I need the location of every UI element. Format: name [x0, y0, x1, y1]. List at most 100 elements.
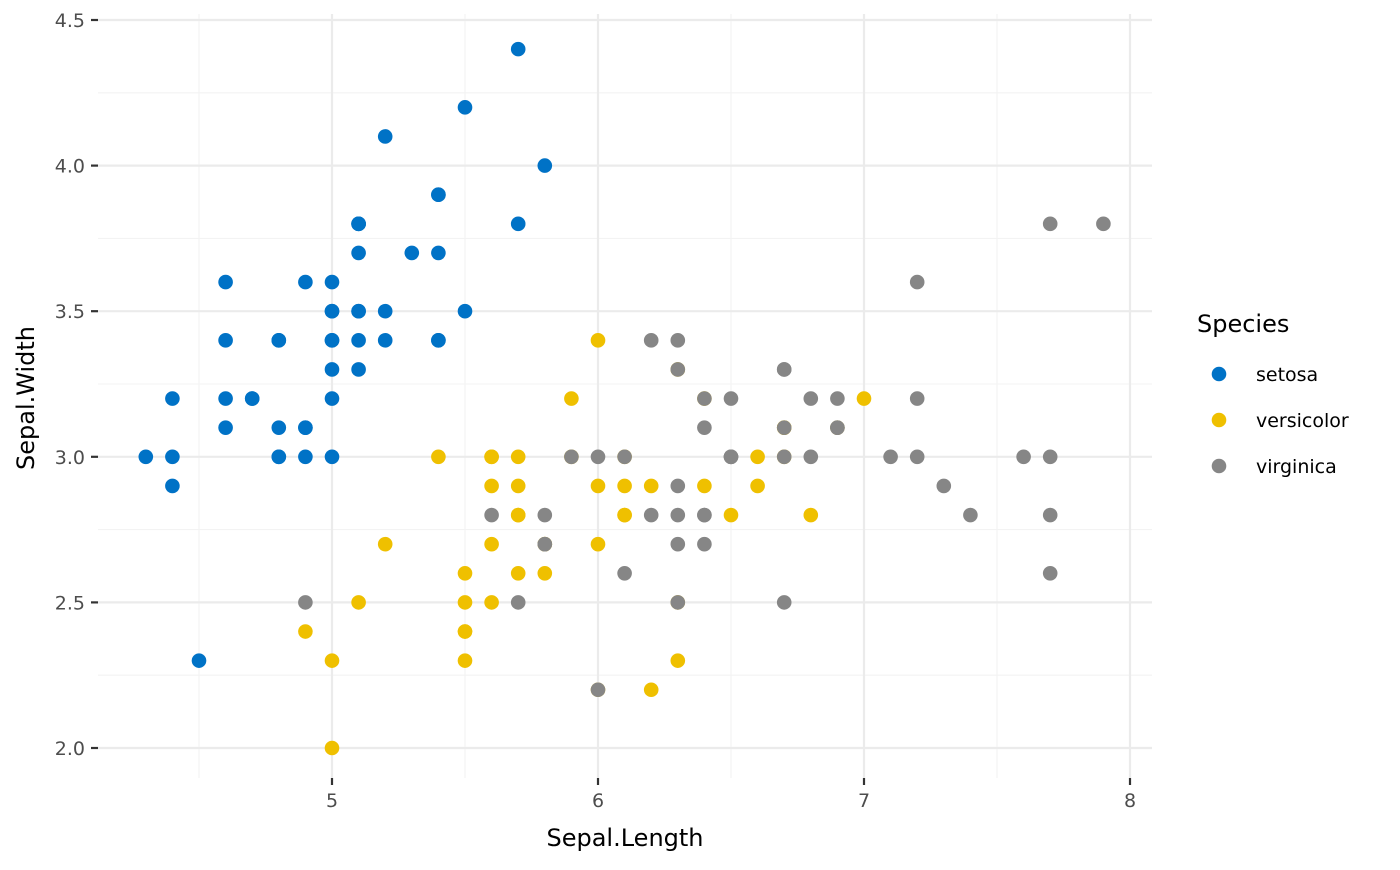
point-virginica — [830, 420, 845, 435]
point-versicolor — [803, 507, 819, 523]
point-setosa — [324, 449, 340, 465]
point-setosa — [218, 333, 233, 348]
y-axis-title: Sepal.Width — [12, 326, 40, 470]
point-versicolor — [377, 536, 393, 552]
point-setosa — [218, 274, 233, 290]
point-versicolor — [510, 507, 526, 523]
point-virginica — [776, 420, 792, 435]
point-setosa — [165, 391, 180, 406]
point-versicolor — [643, 682, 659, 698]
point-versicolor — [750, 449, 765, 465]
legend-key-versicolor — [1211, 412, 1227, 428]
point-virginica — [697, 420, 712, 435]
point-setosa — [324, 362, 340, 377]
point-versicolor — [510, 565, 526, 581]
point-versicolor — [537, 565, 553, 581]
point-setosa — [271, 333, 287, 348]
point-setosa — [431, 333, 446, 348]
point-setosa — [457, 303, 473, 319]
point-virginica — [723, 449, 739, 465]
point-virginica — [936, 478, 952, 494]
point-versicolor — [431, 449, 446, 465]
point-setosa — [218, 420, 233, 435]
point-setosa — [165, 478, 180, 494]
grid-layer — [98, 14, 1152, 778]
point-virginica — [803, 391, 819, 406]
y-tick-label: 4.5 — [55, 10, 85, 32]
point-virginica — [590, 682, 606, 698]
x-tick-label: 5 — [326, 790, 338, 812]
point-versicolor — [510, 449, 526, 465]
point-setosa — [138, 449, 154, 465]
point-setosa — [298, 420, 313, 435]
point-setosa — [377, 303, 393, 319]
point-versicolor — [457, 653, 473, 668]
point-virginica — [537, 507, 553, 523]
point-versicolor — [484, 595, 499, 610]
point-setosa — [537, 158, 553, 173]
point-setosa — [324, 333, 340, 348]
point-setosa — [351, 245, 366, 261]
legend-label-setosa: setosa — [1256, 364, 1318, 386]
y-tick-label: 4.0 — [55, 156, 85, 178]
point-setosa — [377, 333, 393, 348]
point-versicolor — [484, 478, 499, 494]
point-setosa — [510, 216, 526, 232]
point-versicolor — [590, 536, 606, 552]
point-versicolor — [457, 565, 473, 581]
point-setosa — [457, 100, 473, 115]
point-versicolor — [723, 507, 739, 523]
point-virginica — [963, 507, 978, 523]
x-axis-title: Sepal.Length — [546, 824, 703, 852]
point-versicolor — [484, 536, 499, 552]
point-versicolor — [697, 478, 712, 494]
point-virginica — [617, 565, 632, 581]
point-setosa — [404, 245, 420, 261]
points-layer — [138, 41, 1111, 756]
point-virginica — [909, 449, 925, 465]
legend-key-virginica — [1211, 458, 1227, 474]
point-virginica — [1096, 216, 1111, 232]
x-tick-label: 6 — [592, 790, 604, 812]
legend-items: setosa versicolor virginica — [1211, 364, 1349, 478]
point-versicolor — [856, 391, 872, 406]
point-setosa — [431, 187, 446, 203]
point-versicolor — [351, 595, 366, 610]
point-virginica — [1016, 449, 1031, 465]
point-virginica — [697, 536, 712, 552]
point-virginica — [670, 478, 686, 494]
point-versicolor — [670, 653, 686, 668]
point-versicolor — [324, 653, 340, 668]
point-virginica — [1042, 216, 1058, 232]
point-setosa — [377, 129, 393, 144]
point-setosa — [271, 420, 287, 435]
y-tick-label: 2.5 — [55, 592, 85, 614]
x-tick-label: 7 — [858, 790, 870, 812]
point-virginica — [590, 449, 606, 465]
point-virginica — [723, 391, 739, 406]
point-virginica — [1042, 449, 1058, 465]
point-virginica — [484, 507, 499, 523]
point-versicolor — [643, 478, 659, 494]
point-setosa — [351, 333, 366, 348]
point-setosa — [431, 245, 446, 261]
point-setosa — [324, 391, 340, 406]
y-tick-label: 3.0 — [55, 447, 85, 469]
tick-layer: 5 6 7 8 2.0 2.5 3.0 3.5 4.0 4.5 — [55, 10, 1136, 812]
point-versicolor — [324, 740, 340, 756]
point-virginica — [1042, 507, 1058, 523]
point-virginica — [909, 391, 925, 406]
point-setosa — [324, 274, 340, 290]
point-setosa — [351, 216, 366, 232]
y-tick-label: 3.5 — [55, 301, 85, 323]
point-virginica — [883, 449, 898, 465]
y-tick-label: 2.0 — [55, 738, 85, 760]
point-setosa — [351, 303, 366, 319]
point-versicolor — [590, 478, 606, 494]
point-versicolor — [457, 595, 473, 610]
legend-key-setosa — [1211, 366, 1227, 382]
legend: Species setosa versicolor virginica — [1197, 310, 1349, 478]
x-tick-label: 8 — [1124, 790, 1136, 812]
